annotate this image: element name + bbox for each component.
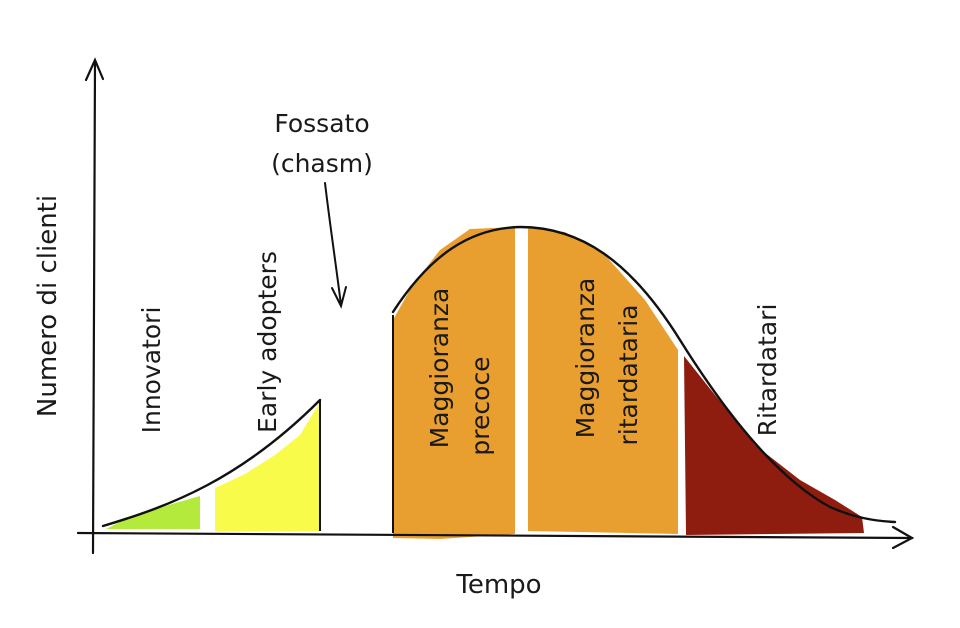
chasm-label-line2: (chasm) xyxy=(271,149,373,178)
chasm-arrow xyxy=(324,182,347,309)
segment-label-innovators: Innovatori xyxy=(137,307,166,434)
y-axis xyxy=(84,57,105,555)
segment-label-laggards: Ritardatari xyxy=(753,304,782,437)
x-axis-title: Tempo xyxy=(455,570,541,600)
segment-late-majority xyxy=(528,228,678,534)
segment-label-early-majority-line1: Maggioranza xyxy=(425,288,454,449)
adoption-curve-right-line xyxy=(391,225,897,524)
segment-innovators xyxy=(106,496,200,529)
segment-label-early-adopters: Early adopters xyxy=(253,251,282,433)
segment-laggards xyxy=(684,356,864,535)
segment-early-adopters xyxy=(215,402,320,531)
segment-early-majority xyxy=(393,227,515,539)
x-axis xyxy=(76,525,915,550)
segment-label-late-majority-line1: Maggioranza xyxy=(571,278,600,439)
segment-label-early-majority-line2: precoce xyxy=(466,356,495,455)
adoption-curve-left-line xyxy=(101,398,322,528)
segment-label-late-majority-line2: ritardataria xyxy=(614,304,643,445)
y-axis-title: Numero di clienti xyxy=(33,195,63,417)
chasm-label-line1: Fossato xyxy=(274,109,369,138)
